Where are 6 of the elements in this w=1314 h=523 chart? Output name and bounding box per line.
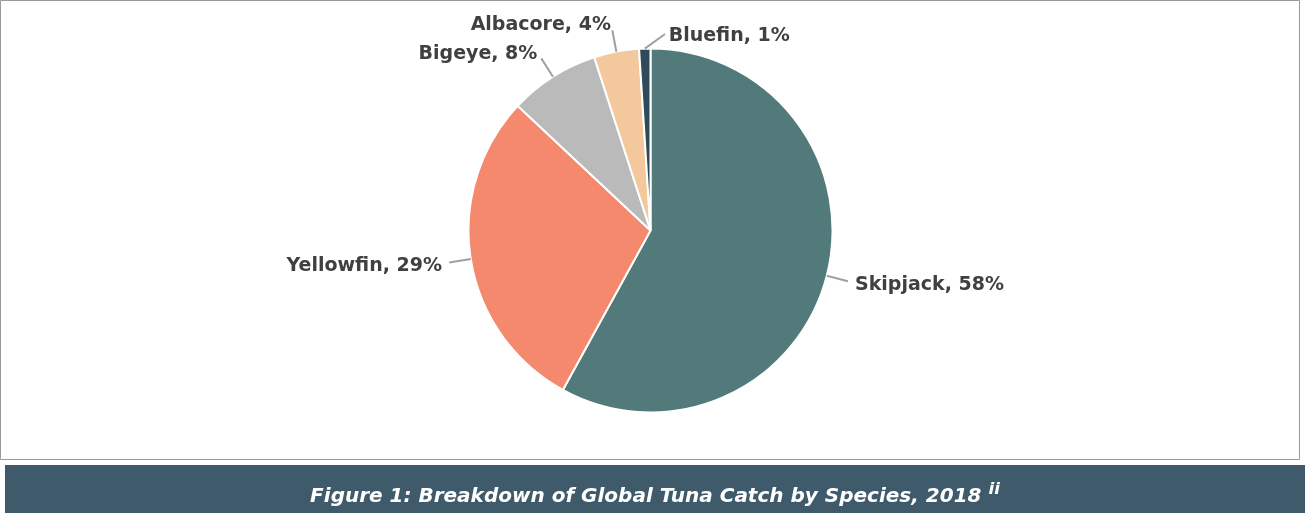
slice-label: Bigeye, 8% — [418, 41, 538, 64]
slice-label: Skipjack, 58% — [854, 272, 1004, 294]
slice-label: Yellowfin, 29% — [285, 252, 442, 275]
slice-label: Albacore, 4% — [470, 12, 611, 35]
slice-label: Bluefin, 1% — [668, 22, 790, 45]
text: Figure 1: Breakdown of Global Tuna Catch by Species, 2018 $^{ii}$ — [5, 465, 1305, 513]
